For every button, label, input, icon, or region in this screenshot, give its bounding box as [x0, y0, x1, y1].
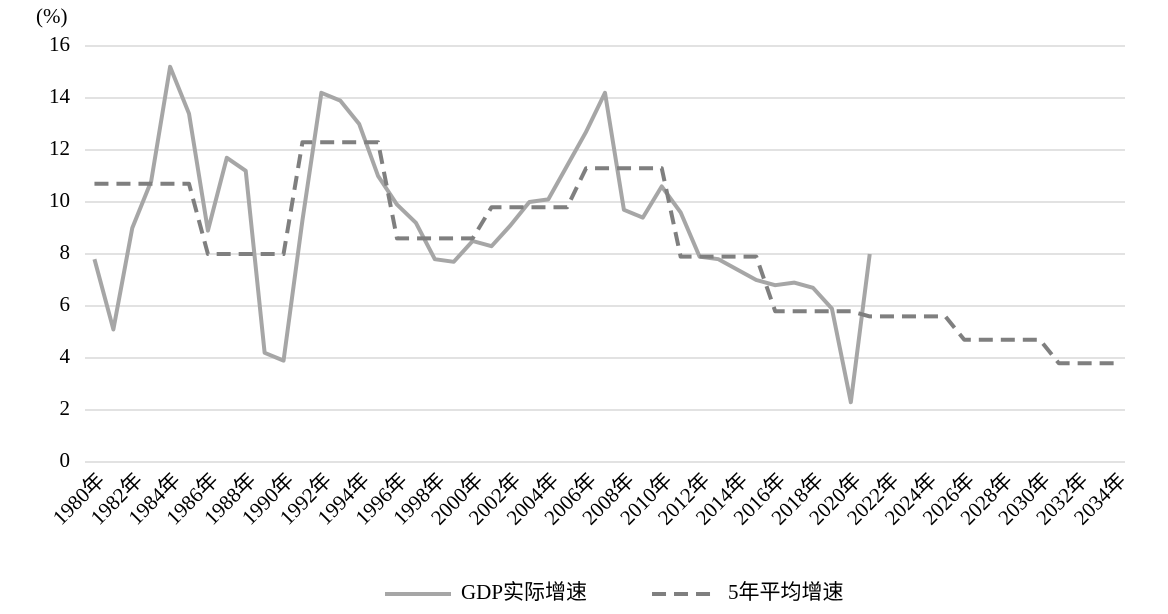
y-tick-label: 2	[60, 396, 71, 420]
y-tick-label: 12	[49, 136, 70, 160]
y-tick-label: 16	[49, 32, 70, 56]
legend-label: GDP实际增速	[461, 580, 587, 604]
y-tick-label: 6	[60, 292, 71, 316]
y-tick-label: 14	[49, 84, 71, 108]
series-line	[92, 64, 872, 405]
series-line	[94, 140, 1116, 366]
y-tick-label: 4	[60, 344, 71, 368]
y-tick-label: 0	[60, 448, 71, 472]
y-axis-label: (%)	[36, 4, 67, 28]
legend-label: 5年平均增速	[728, 580, 844, 604]
y-tick-label: 10	[49, 188, 70, 212]
y-tick-label: 8	[60, 240, 71, 264]
